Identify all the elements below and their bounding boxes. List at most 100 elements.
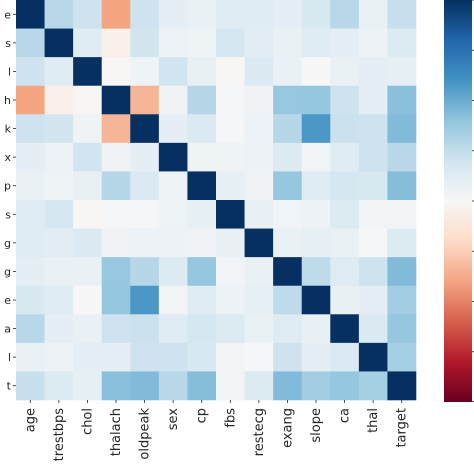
heatmap-cell-sex-fbs <box>216 142 245 172</box>
heatmap-cell-trestbps-cp <box>187 28 217 58</box>
heatmap-cell-fbs-cp <box>187 200 217 229</box>
heatmap-cell-trestbps-fbs <box>216 28 245 58</box>
heatmap-cell-exang-ca <box>330 257 360 287</box>
heatmap-cell-ca-target <box>387 314 417 344</box>
heatmap-cell-age-trestbps <box>44 0 74 29</box>
heatmap-cell-restecg-restecg <box>244 228 274 258</box>
heatmap-cell-target-exang <box>273 371 303 401</box>
heatmap-cell-trestbps-exang <box>273 28 303 58</box>
heatmap-cell-sex-age <box>16 142 45 172</box>
heatmap-cell-slope-fbs <box>216 285 245 315</box>
heatmap-cell-oldpeak-thalach <box>101 114 131 144</box>
heatmap-cell-oldpeak-trestbps <box>44 114 74 144</box>
heatmap-cell-exang-restecg <box>244 257 274 287</box>
heatmap-cell-thal-cp <box>187 342 217 372</box>
x-tick-label-sex: sex <box>166 408 181 431</box>
heatmap-cell-exang-age <box>16 257 45 287</box>
heatmap-cell-restecg-slope <box>301 228 331 258</box>
heatmap-cell-cp-fbs <box>216 171 245 201</box>
x-tick-label-target: target <box>395 408 410 448</box>
y-tick-labels: e s l h k x p s g g e a l t <box>4 8 16 393</box>
heatmap-cell-age-target <box>387 0 417 29</box>
y-tick-label: h <box>4 94 11 107</box>
heatmap-cell-exang-slope <box>301 257 331 287</box>
heatmap-cell-cp-exang <box>273 171 303 201</box>
heatmap-cell-thalach-fbs <box>216 85 245 115</box>
heatmap-cell-oldpeak-chol <box>73 114 103 144</box>
heatmap-cell-fbs-sex <box>158 200 188 229</box>
heatmap-cell-ca-thalach <box>101 314 131 344</box>
heatmap-cells <box>16 0 417 401</box>
heatmap-cell-cp-trestbps <box>44 171 74 201</box>
heatmap-cell-restecg-trestbps <box>44 228 74 258</box>
heatmap-cell-thal-thal <box>358 342 388 372</box>
heatmap-cell-sex-thal <box>358 142 388 172</box>
heatmap-cell-age-thal <box>358 0 388 29</box>
heatmap-cell-chol-oldpeak <box>130 57 160 87</box>
heatmap-cell-oldpeak-thal <box>358 114 388 144</box>
heatmap-cell-thal-fbs <box>216 342 245 372</box>
y-tick-label: g <box>4 237 11 250</box>
heatmap-cell-thal-chol <box>73 342 103 372</box>
heatmap-cell-fbs-slope <box>301 200 331 229</box>
heatmap-cell-cp-ca <box>330 171 360 201</box>
heatmap-cell-target-age <box>16 371 45 401</box>
heatmap-cell-trestbps-slope <box>301 28 331 58</box>
heatmap-cell-exang-fbs <box>216 257 245 287</box>
heatmap-cell-thalach-sex <box>158 85 188 115</box>
heatmap-cell-restecg-chol <box>73 228 103 258</box>
y-tick-label: a <box>4 323 11 336</box>
heatmap-cell-chol-chol <box>73 57 103 87</box>
heatmap-cell-thal-ca <box>330 342 360 372</box>
heatmap-cell-target-chol <box>73 371 103 401</box>
colorbar <box>444 0 474 402</box>
heatmap-cell-age-thalach <box>101 0 131 29</box>
heatmap-cell-cp-sex <box>158 171 188 201</box>
heatmap-cell-thal-age <box>16 342 45 372</box>
heatmap-cell-trestbps-sex <box>158 28 188 58</box>
heatmap-cell-exang-target <box>387 257 417 287</box>
heatmap-cell-restecg-thal <box>358 228 388 258</box>
heatmap-cell-oldpeak-slope <box>301 114 331 144</box>
heatmap-cell-ca-thal <box>358 314 388 344</box>
heatmap-cell-exang-thalach <box>101 257 131 287</box>
heatmap-cell-ca-fbs <box>216 314 245 344</box>
x-tick-label-chol: chol <box>80 408 95 435</box>
x-tick-label-thal: thal <box>366 408 381 433</box>
y-tick-label: s <box>5 37 11 50</box>
heatmap-cell-exang-exang <box>273 257 303 287</box>
x-tick-label-slope: slope <box>309 408 324 443</box>
heatmap-cell-trestbps-ca <box>330 28 360 58</box>
heatmap-cell-thal-sex <box>158 342 188 372</box>
heatmap-cell-exang-cp <box>187 257 217 287</box>
heatmap-cell-slope-restecg <box>244 285 274 315</box>
heatmap-cell-cp-cp <box>187 171 217 201</box>
y-tick-label: t <box>7 380 12 393</box>
heatmap-cell-oldpeak-oldpeak <box>130 114 160 144</box>
heatmap-cell-fbs-fbs <box>216 200 245 229</box>
heatmap-cell-thal-restecg <box>244 342 274 372</box>
heatmap-cell-slope-target <box>387 285 417 315</box>
heatmap-cell-fbs-chol <box>73 200 103 229</box>
heatmap-cell-age-exang <box>273 0 303 29</box>
x-tick-label-restecg: restecg <box>252 408 267 456</box>
heatmap-cell-trestbps-chol <box>73 28 103 58</box>
heatmap-cell-trestbps-thal <box>358 28 388 58</box>
x-tick-label-thalach: thalach <box>109 408 124 456</box>
heatmap-cell-thalach-slope <box>301 85 331 115</box>
y-tick-label: l <box>8 351 11 364</box>
heatmap-cell-chol-trestbps <box>44 57 74 87</box>
heatmap-cell-ca-trestbps <box>44 314 74 344</box>
heatmap-cell-oldpeak-cp <box>187 114 217 144</box>
heatmap-cell-restecg-thalach <box>101 228 131 258</box>
heatmap-cell-slope-slope <box>301 285 331 315</box>
heatmap-cell-chol-restecg <box>244 57 274 87</box>
heatmap-cell-thal-slope <box>301 342 331 372</box>
heatmap-cell-oldpeak-fbs <box>216 114 245 144</box>
heatmap-cell-target-slope <box>301 371 331 401</box>
heatmap-cell-fbs-trestbps <box>44 200 74 229</box>
heatmap-cell-sex-exang <box>273 142 303 172</box>
heatmap-cell-trestbps-thalach <box>101 28 131 58</box>
heatmap-cell-chol-cp <box>187 57 217 87</box>
